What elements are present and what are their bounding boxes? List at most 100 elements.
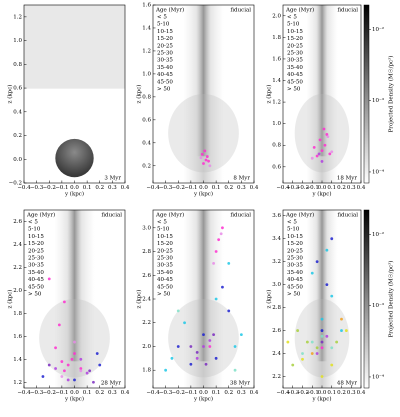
gas-halo: [39, 299, 110, 378]
plot-area: [153, 5, 254, 183]
legend-entry: 35-40: [157, 65, 173, 71]
star-particle: [189, 362, 193, 366]
y-tick-label: 0.8: [272, 143, 281, 149]
star-particle: [205, 155, 209, 158]
y-tick-label: 0.6: [142, 117, 151, 123]
y-tick-label: 0.4: [142, 140, 151, 146]
y-tick-label: 1.0: [13, 38, 22, 44]
y-axis-label: z (kpc): [266, 290, 273, 309]
legend-entry: 40-45: [287, 277, 303, 283]
legend-entry: 30-35: [157, 263, 173, 269]
legend-entry: 45-50: [28, 284, 44, 290]
star-particle: [320, 375, 324, 378]
star-particle: [310, 352, 314, 355]
star-particle: [79, 367, 83, 370]
x-tick-label: 0.2: [224, 390, 233, 396]
legend-entry: 30-35: [28, 263, 44, 269]
x-tick-label: −0.3: [286, 390, 300, 396]
run-label: fiducial: [230, 213, 251, 219]
x-tick-label: 0.3: [237, 185, 246, 191]
y-tick-label: 2.0: [142, 344, 151, 350]
x-tick-label: 0.1: [83, 185, 92, 191]
legend-entry: > 50: [157, 292, 171, 298]
y-tick-label: 2.8: [272, 305, 281, 311]
plot-area: [283, 210, 361, 388]
y-tick-label: 2.4: [142, 297, 151, 303]
y-tick-label: 2.2: [272, 374, 281, 380]
x-tick-label: −0.4: [146, 390, 160, 396]
y-tick-label: 0.8: [142, 94, 151, 100]
gas-plume-core: [316, 210, 328, 362]
star-particle: [95, 352, 99, 355]
y-axis-label: z (kpc): [136, 85, 143, 104]
x-tick-label: −0.1: [184, 390, 197, 396]
star-particle: [63, 300, 66, 304]
legend-entry: 30-35: [287, 263, 303, 269]
star-particle: [325, 283, 329, 287]
plot-area: [24, 210, 125, 388]
star-particle: [66, 363, 70, 367]
legend-entry: 15-20: [287, 241, 303, 247]
legend-entry: 5-10: [157, 22, 170, 28]
x-tick-label: −0.3: [30, 390, 44, 396]
star-particle: [195, 356, 199, 360]
y-tick-label: 0.2: [142, 163, 151, 169]
star-particle: [199, 156, 203, 160]
y-tick-label: 1.6: [13, 334, 22, 340]
legend-entry: 10-15: [28, 234, 44, 240]
star-particle: [227, 309, 231, 313]
x-tick-label: 0.1: [212, 390, 221, 396]
y-tick-label: 2.0: [13, 288, 22, 294]
legend-entry: 10-15: [287, 234, 303, 240]
legend-entry: > 50: [28, 292, 42, 298]
star-particle: [214, 250, 218, 253]
legend-entry: 20-25: [287, 43, 303, 49]
y-tick-label: 1.0: [142, 71, 151, 77]
star-particle: [328, 152, 332, 156]
star-particle: [330, 294, 334, 298]
colorbar-label: Projected Density (M☉/pc³): [388, 261, 395, 338]
star-particle: [73, 352, 76, 355]
y-tick-label: 3.4: [272, 236, 281, 242]
star-particle: [47, 363, 51, 367]
star-particle: [60, 375, 64, 378]
legend-entry: 40-45: [287, 72, 303, 78]
legend-entry: 15-20: [157, 241, 173, 247]
star-particle: [204, 362, 208, 366]
y-tick-label: 2.2: [13, 265, 22, 271]
legend-entry: 40-45: [157, 277, 173, 283]
y-tick-label: 3.6: [272, 213, 281, 219]
y-tick-label: 1.8: [13, 311, 22, 317]
star-particle: [41, 375, 45, 378]
legend-entry: 10-15: [157, 234, 173, 240]
star-particle: [315, 260, 319, 264]
x-tick-label: 0.4: [250, 185, 259, 191]
colorbar-tick-label: 10⁻⁴: [372, 373, 385, 380]
star-particle: [330, 237, 334, 241]
legend-entry: 35-40: [157, 270, 173, 276]
star-particle: [320, 329, 324, 332]
legend-entry: 5-10: [157, 227, 170, 233]
legend-entry: 20-25: [157, 43, 173, 49]
x-tick-label: 0.1: [83, 390, 92, 396]
plot-area: [24, 5, 125, 183]
x-tick-label: 0.3: [108, 390, 117, 396]
x-tick-label: 0.2: [337, 185, 346, 191]
legend-entry: 30-35: [157, 58, 173, 64]
x-axis-label: y (kpc): [311, 396, 331, 403]
star-particle: [54, 346, 57, 350]
star-particle: [221, 285, 224, 289]
x-tick-label: 0.3: [237, 390, 246, 396]
x-tick-label: 0.2: [224, 185, 233, 191]
star-particle: [73, 378, 76, 382]
time-label: 48 Myr: [337, 381, 357, 387]
run-label: fiducial: [101, 213, 122, 219]
star-particle: [325, 248, 329, 252]
ambient-gas: [24, 5, 125, 89]
star-particle: [233, 345, 237, 348]
legend-entry: < 5: [157, 15, 167, 21]
star-particle: [63, 369, 66, 373]
x-tick-label: 0.2: [337, 390, 346, 396]
star-particle: [330, 346, 334, 350]
star-particle: [66, 378, 70, 382]
